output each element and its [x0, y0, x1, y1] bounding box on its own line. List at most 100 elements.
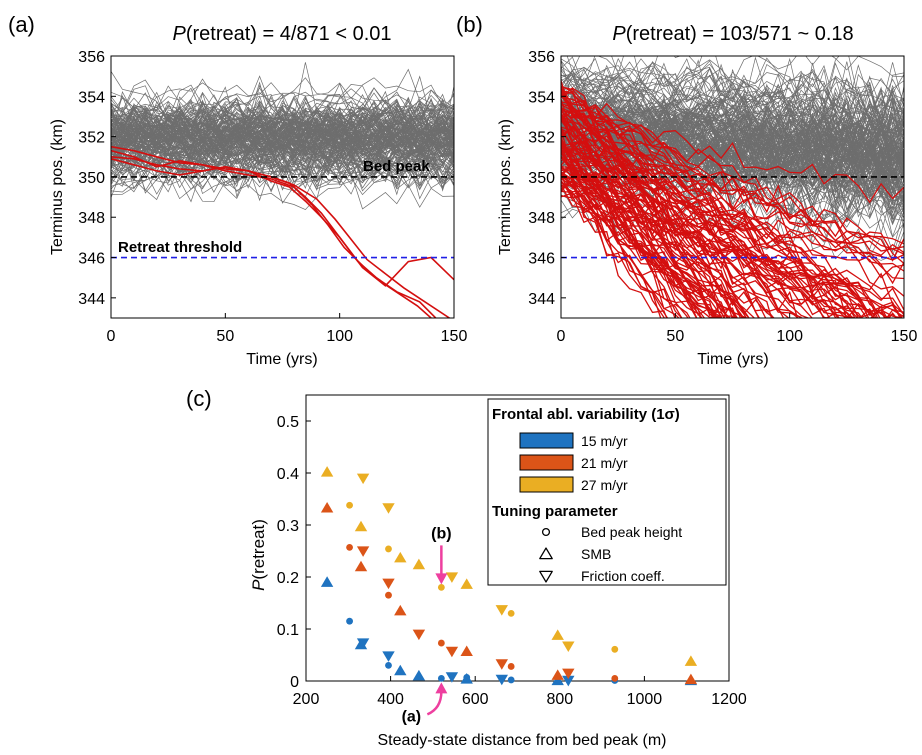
- retreat-line: [561, 158, 800, 318]
- data-point-triangle-up: [394, 551, 407, 563]
- retreat-line: [561, 152, 715, 318]
- panel-b-xlabel: Time (yrs): [697, 351, 768, 368]
- retreat-line: [561, 144, 723, 318]
- ensemble-line: [111, 98, 454, 165]
- ensemble-line: [561, 140, 904, 194]
- data-point-triangle-down: [495, 605, 508, 616]
- legend-marker-triangle-down: [539, 570, 553, 583]
- panel-a-title: P(retreat) = 4/871 < 0.01: [172, 23, 391, 45]
- ensemble-line: [561, 59, 904, 118]
- y-tick-label: 348: [528, 210, 555, 227]
- panel-c-axes: 200 400 600 800 1000 1200 0 0.1 0.2 0.3 0.4 0.5: [277, 394, 747, 708]
- data-point-triangle-up: [394, 664, 407, 676]
- data-point-circle: [507, 609, 515, 617]
- ensemble-line: [561, 147, 904, 227]
- data-point-triangle-down: [382, 578, 395, 590]
- panel-a-lines: [111, 62, 454, 318]
- panel-b-title-prefix: P: [612, 23, 626, 45]
- panel-a: P(retreat) = 4/871 < 0.01 0 50 100 150 344 34…: [49, 23, 467, 368]
- ensemble-line: [561, 57, 904, 114]
- annotation-a-arrowhead: [435, 682, 448, 694]
- ensemble-line: [111, 100, 454, 156]
- x-tick-label: 0: [107, 328, 116, 345]
- legend-swatch: [519, 432, 574, 449]
- legend-marker-circle: [541, 527, 551, 537]
- data-point-circle: [437, 583, 445, 591]
- panel-b-ylabel: Terminus pos. (km): [497, 119, 514, 255]
- retreat-line: [561, 182, 858, 318]
- legend-marker-triangle-up: [539, 547, 553, 560]
- retreat-line: [561, 113, 863, 318]
- retreat-line: [561, 177, 666, 318]
- legend-swatch: [519, 476, 574, 493]
- plot-frame: [110, 55, 455, 319]
- data-point-triangle-down: [356, 638, 370, 649]
- y-tick-label: 0: [290, 674, 299, 691]
- ensemble-line: [561, 58, 904, 127]
- data-point-triangle-up: [460, 645, 473, 656]
- panel-c-ylabel: P(retreat): [249, 519, 268, 591]
- x-tick-label: 800: [546, 691, 573, 708]
- panel-b: P(retreat) = 103/571 ~ 0.18 0 50 100 150 344…: [497, 23, 917, 368]
- retreat-line: [561, 156, 756, 318]
- retreat-line: [561, 174, 749, 318]
- retreat-line: [561, 109, 904, 204]
- x-tick-label: 100: [776, 328, 803, 345]
- data-point-triangle-up: [684, 673, 698, 685]
- ensemble-line: [111, 91, 454, 130]
- x-tick-label: 50: [666, 328, 684, 345]
- retreat-line: [561, 167, 680, 318]
- y-tick-label: 354: [78, 89, 105, 106]
- panel-a-ylabel: Terminus pos. (km): [49, 119, 66, 255]
- legend-marker-label: SMB: [581, 546, 611, 562]
- ensemble-line: [561, 82, 904, 150]
- panel-b-axes: 0 50 100 150 344 346 348 350 352 354 356: [528, 49, 917, 345]
- plot-frame: [560, 55, 905, 319]
- data-point-triangle-down: [412, 629, 426, 641]
- y-tick-label: 346: [78, 251, 105, 268]
- x-tick-label: 50: [216, 328, 234, 345]
- retreat-line: [561, 172, 735, 318]
- retreat-line: [561, 119, 706, 318]
- panel-c-legend: Frontal abl. variability (1σ) 15 m/yr 21 m…: [487, 398, 727, 586]
- y-tick-label: 354: [528, 89, 555, 106]
- panel-c-points: [320, 466, 698, 687]
- y-tick-label: 344: [78, 291, 105, 308]
- ensemble-line: [561, 98, 904, 152]
- retreat-line: [561, 146, 723, 318]
- retreat-line: [561, 178, 729, 318]
- data-point-triangle-up: [684, 655, 698, 666]
- legend-title-tuning: Tuning parameter: [492, 503, 618, 520]
- retreat-line: [561, 152, 715, 318]
- retreat-line: [561, 156, 902, 318]
- panel-c: 200 400 600 800 1000 1200 0 0.1 0.2 0.3 0.4 0.5 (b)…: [249, 394, 747, 749]
- data-point-triangle-down: [562, 668, 575, 680]
- retreat-line: [111, 156, 437, 318]
- data-point-circle: [507, 676, 515, 684]
- y-tick-label: 344: [528, 291, 555, 308]
- panel-a-title-prefix: P: [172, 23, 186, 45]
- ensemble-line: [111, 130, 454, 175]
- y-tick-label: 0.3: [277, 518, 299, 535]
- ensemble-line: [561, 82, 904, 147]
- annotation-b-label: (b): [431, 525, 451, 542]
- data-point-triangle-down: [562, 641, 575, 652]
- data-point-triangle-up: [320, 502, 334, 513]
- ensemble-line: [111, 134, 454, 184]
- ensemble-line: [561, 116, 904, 183]
- ensemble-line: [111, 96, 454, 149]
- ensemble-line: [561, 138, 904, 221]
- data-point-circle: [346, 543, 353, 551]
- retreat-line: [561, 173, 662, 318]
- panel-c-ylabel-suffix: (retreat): [249, 519, 268, 579]
- y-tick-label: 350: [78, 170, 105, 187]
- data-point-triangle-down: [445, 646, 459, 658]
- ensemble-line: [561, 67, 904, 137]
- retreat-line: [561, 156, 750, 318]
- y-tick-label: 0.5: [277, 414, 299, 431]
- retreat-line: [561, 147, 904, 311]
- data-point-triangle-down: [562, 675, 575, 687]
- data-point-circle: [385, 545, 392, 553]
- x-tick-label: 150: [441, 328, 468, 345]
